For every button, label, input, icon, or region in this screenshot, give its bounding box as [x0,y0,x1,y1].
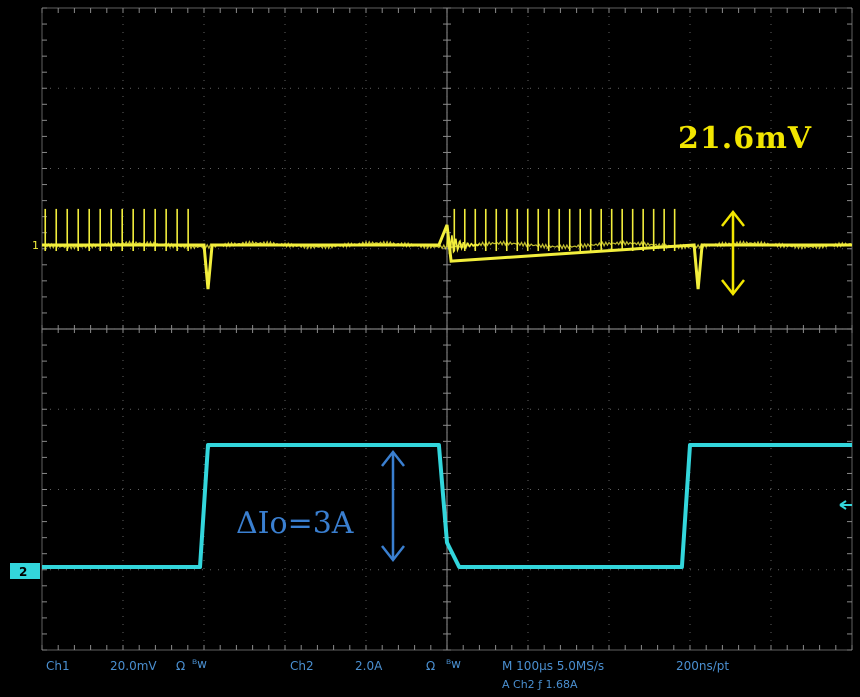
step-arrow-icon [381,449,405,563]
trigger-readout: A Ch2 ƒ 1.68A [502,678,578,691]
ch1-bw-icon: ᴮw [192,657,207,671]
ch1-marker: 1 [32,239,39,252]
ch1-ringing [446,230,480,258]
ch2-offscreen-arrow-icon [839,500,852,510]
ch2-marker-box [10,563,40,579]
ch1-voltage-trace [41,208,853,290]
ch2-marker: 2 [19,565,27,579]
ch2-bw-icon: ᴮw [446,657,461,671]
ch2-label: Ch2 [290,659,314,673]
ripple-annotation: 21.6mV [678,121,812,156]
ch1-label: Ch1 [46,659,70,673]
graticule [41,7,853,651]
ch1-coupling-icon: Ω [176,659,185,673]
status-bar: Ch1 20.0mV Ω ᴮw Ch2 2.0A Ω ᴮw M 100µs 5.… [46,657,729,691]
step-annotation: ΔIo=3A [236,506,354,541]
ch2-scale: 2.0A [355,659,383,673]
ch2-coupling-icon: Ω [426,659,435,673]
ripple-arrow-icon [721,209,745,297]
ch2-current-trace [41,443,852,569]
ch2-noise [41,443,852,569]
resolution-readout: 200ns/pt [676,659,729,673]
ch1-scale: 20.0mV [110,659,157,673]
ch1-baseline [42,224,852,290]
timebase-readout: M 100µs 5.0MS/s [502,659,604,673]
